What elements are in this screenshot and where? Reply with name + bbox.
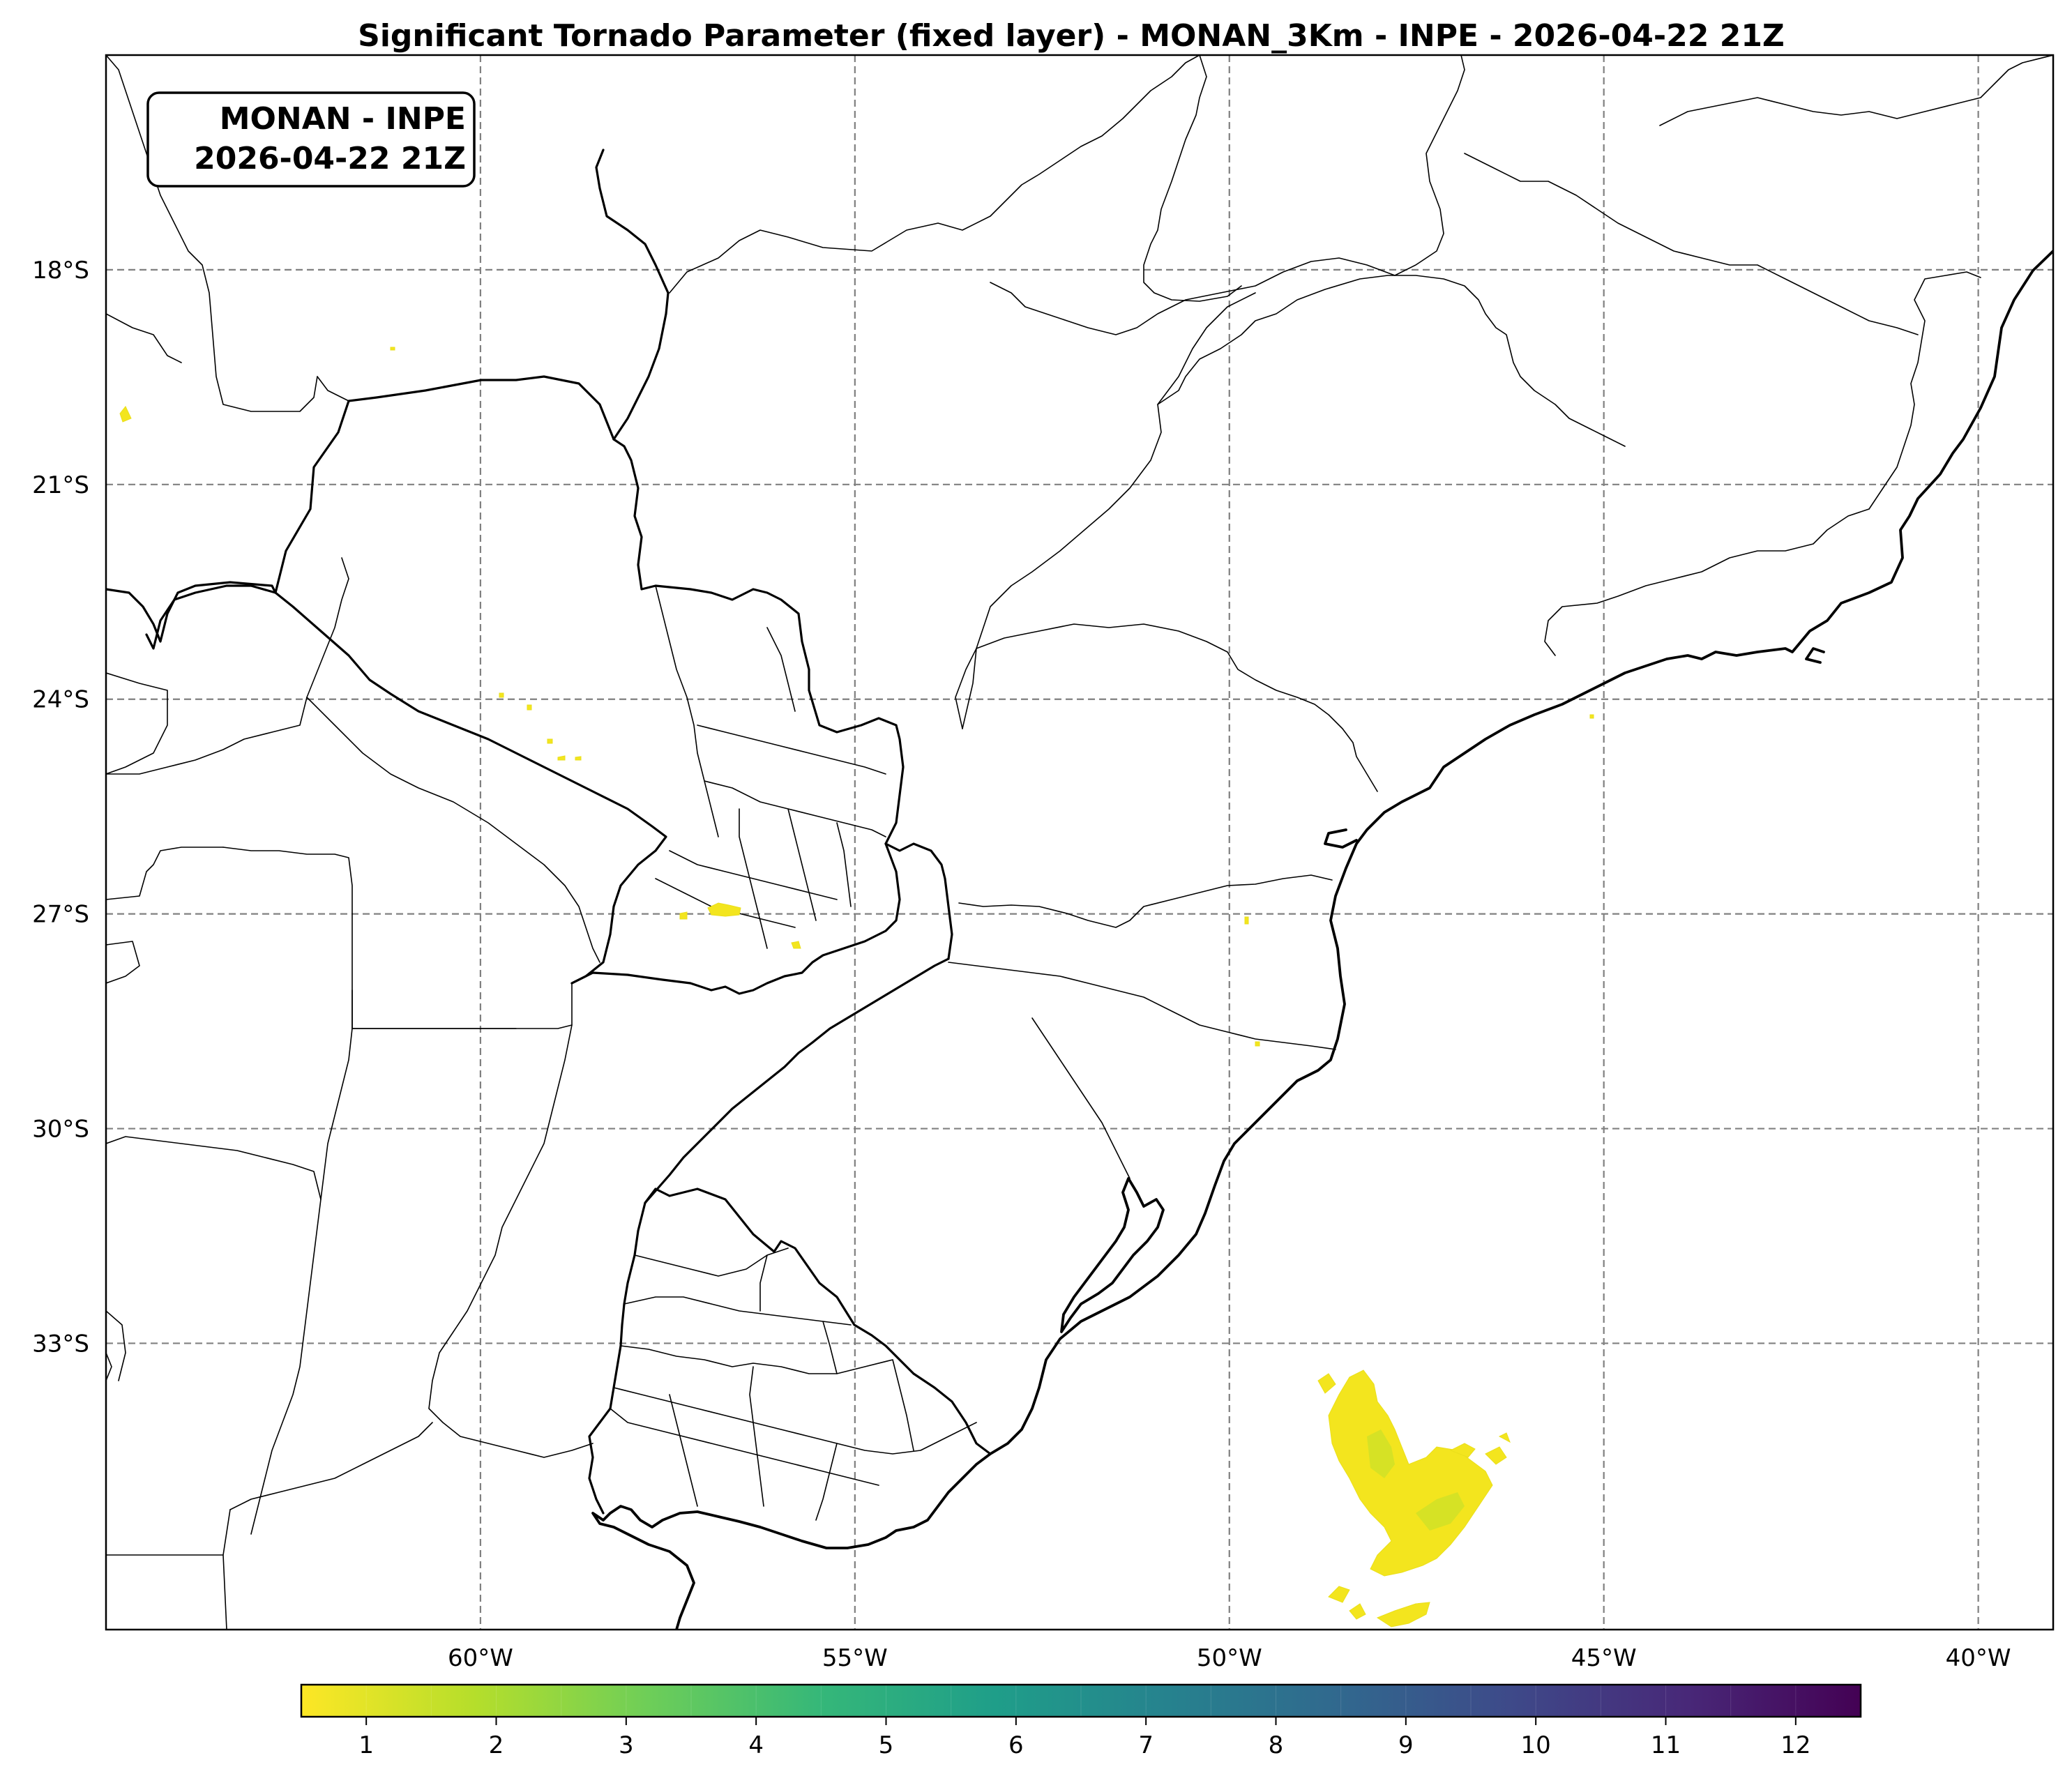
lon-tick-label: 55°W <box>822 1644 888 1672</box>
state-boundaries <box>106 55 2053 1630</box>
colorbar-tick-label: 5 <box>879 1731 894 1759</box>
international-borders <box>106 149 992 1515</box>
colorbar-tick-label: 7 <box>1138 1731 1154 1759</box>
colorbar-bar <box>301 1685 1861 1717</box>
coastline <box>591 250 2053 1630</box>
colorbar-segments <box>365 1685 1797 1717</box>
map-frame <box>105 54 2055 1631</box>
info-box: MONAN - INPE 2026-04-22 21Z <box>146 91 476 188</box>
stp-field <box>119 347 1594 1628</box>
colorbar-tick-label: 1 <box>358 1731 374 1759</box>
colorbar-tick-label: 2 <box>489 1731 504 1759</box>
colorbar-tick-label: 9 <box>1398 1731 1414 1759</box>
latitude-tick-labels: 18°S 21°S 24°S 27°S 30°S 33°S <box>32 257 89 1358</box>
paranagua-bay <box>1324 828 1358 849</box>
lon-tick-label: 60°W <box>448 1644 513 1672</box>
map-title: Significant Tornado Parameter (fixed lay… <box>358 18 1785 54</box>
colorbar-tick-label: 4 <box>748 1731 764 1759</box>
lon-tick-label: 45°W <box>1571 1644 1637 1672</box>
colorbar-tick-label: 12 <box>1780 1731 1810 1759</box>
lat-tick-label: 33°S <box>32 1330 89 1358</box>
lat-tick-label: 27°S <box>32 901 89 929</box>
info-box-line2: 2026-04-22 21Z <box>194 141 466 176</box>
lat-tick-label: 21°S <box>32 471 89 499</box>
lagoa-dos-patos <box>1060 1177 1165 1333</box>
colorbar-tick-label: 11 <box>1651 1731 1681 1759</box>
colorbar-tick-label: 6 <box>1008 1731 1024 1759</box>
colorbar-ticks: 1 2 3 4 5 6 7 8 9 10 11 12 <box>358 1717 1810 1759</box>
map-panel: 60°W 55°W 50°W 45°W 40°W 18°S 21°S 24°S 27°S 30°… <box>32 54 2055 1672</box>
lat-tick-label: 18°S <box>32 257 89 284</box>
lat-tick-label: 30°S <box>32 1116 89 1144</box>
colorbar-tick-label: 8 <box>1269 1731 1284 1759</box>
colorbar: 1 2 3 4 5 6 7 8 9 10 11 12 <box>300 1683 1862 1759</box>
colorbar-tick-label: 3 <box>619 1731 634 1759</box>
info-box-line1: MONAN - INPE <box>220 101 466 137</box>
lon-tick-label: 50°W <box>1197 1644 1262 1672</box>
colorbar-tick-label: 10 <box>1521 1731 1551 1759</box>
longitude-tick-labels: 60°W 55°W 50°W 45°W 40°W <box>448 1644 2011 1672</box>
lon-tick-label: 40°W <box>1946 1644 2011 1672</box>
lat-tick-label: 24°S <box>32 686 89 714</box>
guanabara-bay <box>1805 647 1825 664</box>
gridlines <box>106 55 2053 1630</box>
